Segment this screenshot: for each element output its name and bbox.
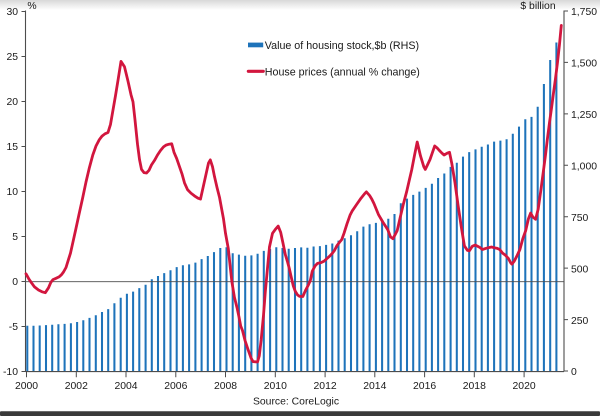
- svg-text:2008: 2008: [214, 381, 237, 392]
- svg-text:2018: 2018: [463, 381, 486, 392]
- svg-text:Source: CoreLogic: Source: CoreLogic: [253, 397, 339, 408]
- svg-text:-10: -10: [3, 367, 18, 378]
- svg-text:%: %: [27, 1, 36, 12]
- svg-text:2010: 2010: [264, 381, 287, 392]
- svg-text:2020: 2020: [513, 381, 536, 392]
- svg-text:250: 250: [571, 316, 589, 327]
- svg-text:2006: 2006: [164, 381, 187, 392]
- svg-text:$ billion: $ billion: [520, 1, 555, 12]
- svg-text:2016: 2016: [413, 381, 436, 392]
- svg-text:House prices (annual % change): House prices (annual % change): [265, 67, 420, 79]
- svg-text:2002: 2002: [65, 381, 88, 392]
- svg-text:0: 0: [12, 277, 18, 288]
- svg-text:20: 20: [6, 97, 18, 108]
- svg-text:1,000: 1,000: [571, 162, 597, 173]
- svg-text:500: 500: [571, 264, 589, 275]
- svg-text:Value of housing stock,$b (RHS: Value of housing stock,$b (RHS): [265, 40, 419, 52]
- svg-text:-5: -5: [9, 322, 18, 333]
- svg-text:25: 25: [6, 52, 18, 63]
- svg-text:1,250: 1,250: [571, 110, 597, 121]
- svg-text:10: 10: [6, 187, 18, 198]
- svg-text:2000: 2000: [15, 381, 38, 392]
- svg-text:750: 750: [571, 213, 589, 224]
- svg-text:15: 15: [6, 142, 18, 153]
- svg-text:30: 30: [6, 7, 18, 18]
- svg-text:2012: 2012: [314, 381, 337, 392]
- svg-text:0: 0: [571, 367, 577, 378]
- svg-text:5: 5: [12, 232, 18, 243]
- svg-text:1,500: 1,500: [571, 59, 597, 70]
- svg-text:2014: 2014: [363, 381, 386, 392]
- svg-text:1,750: 1,750: [571, 7, 597, 18]
- svg-text:2004: 2004: [114, 381, 137, 392]
